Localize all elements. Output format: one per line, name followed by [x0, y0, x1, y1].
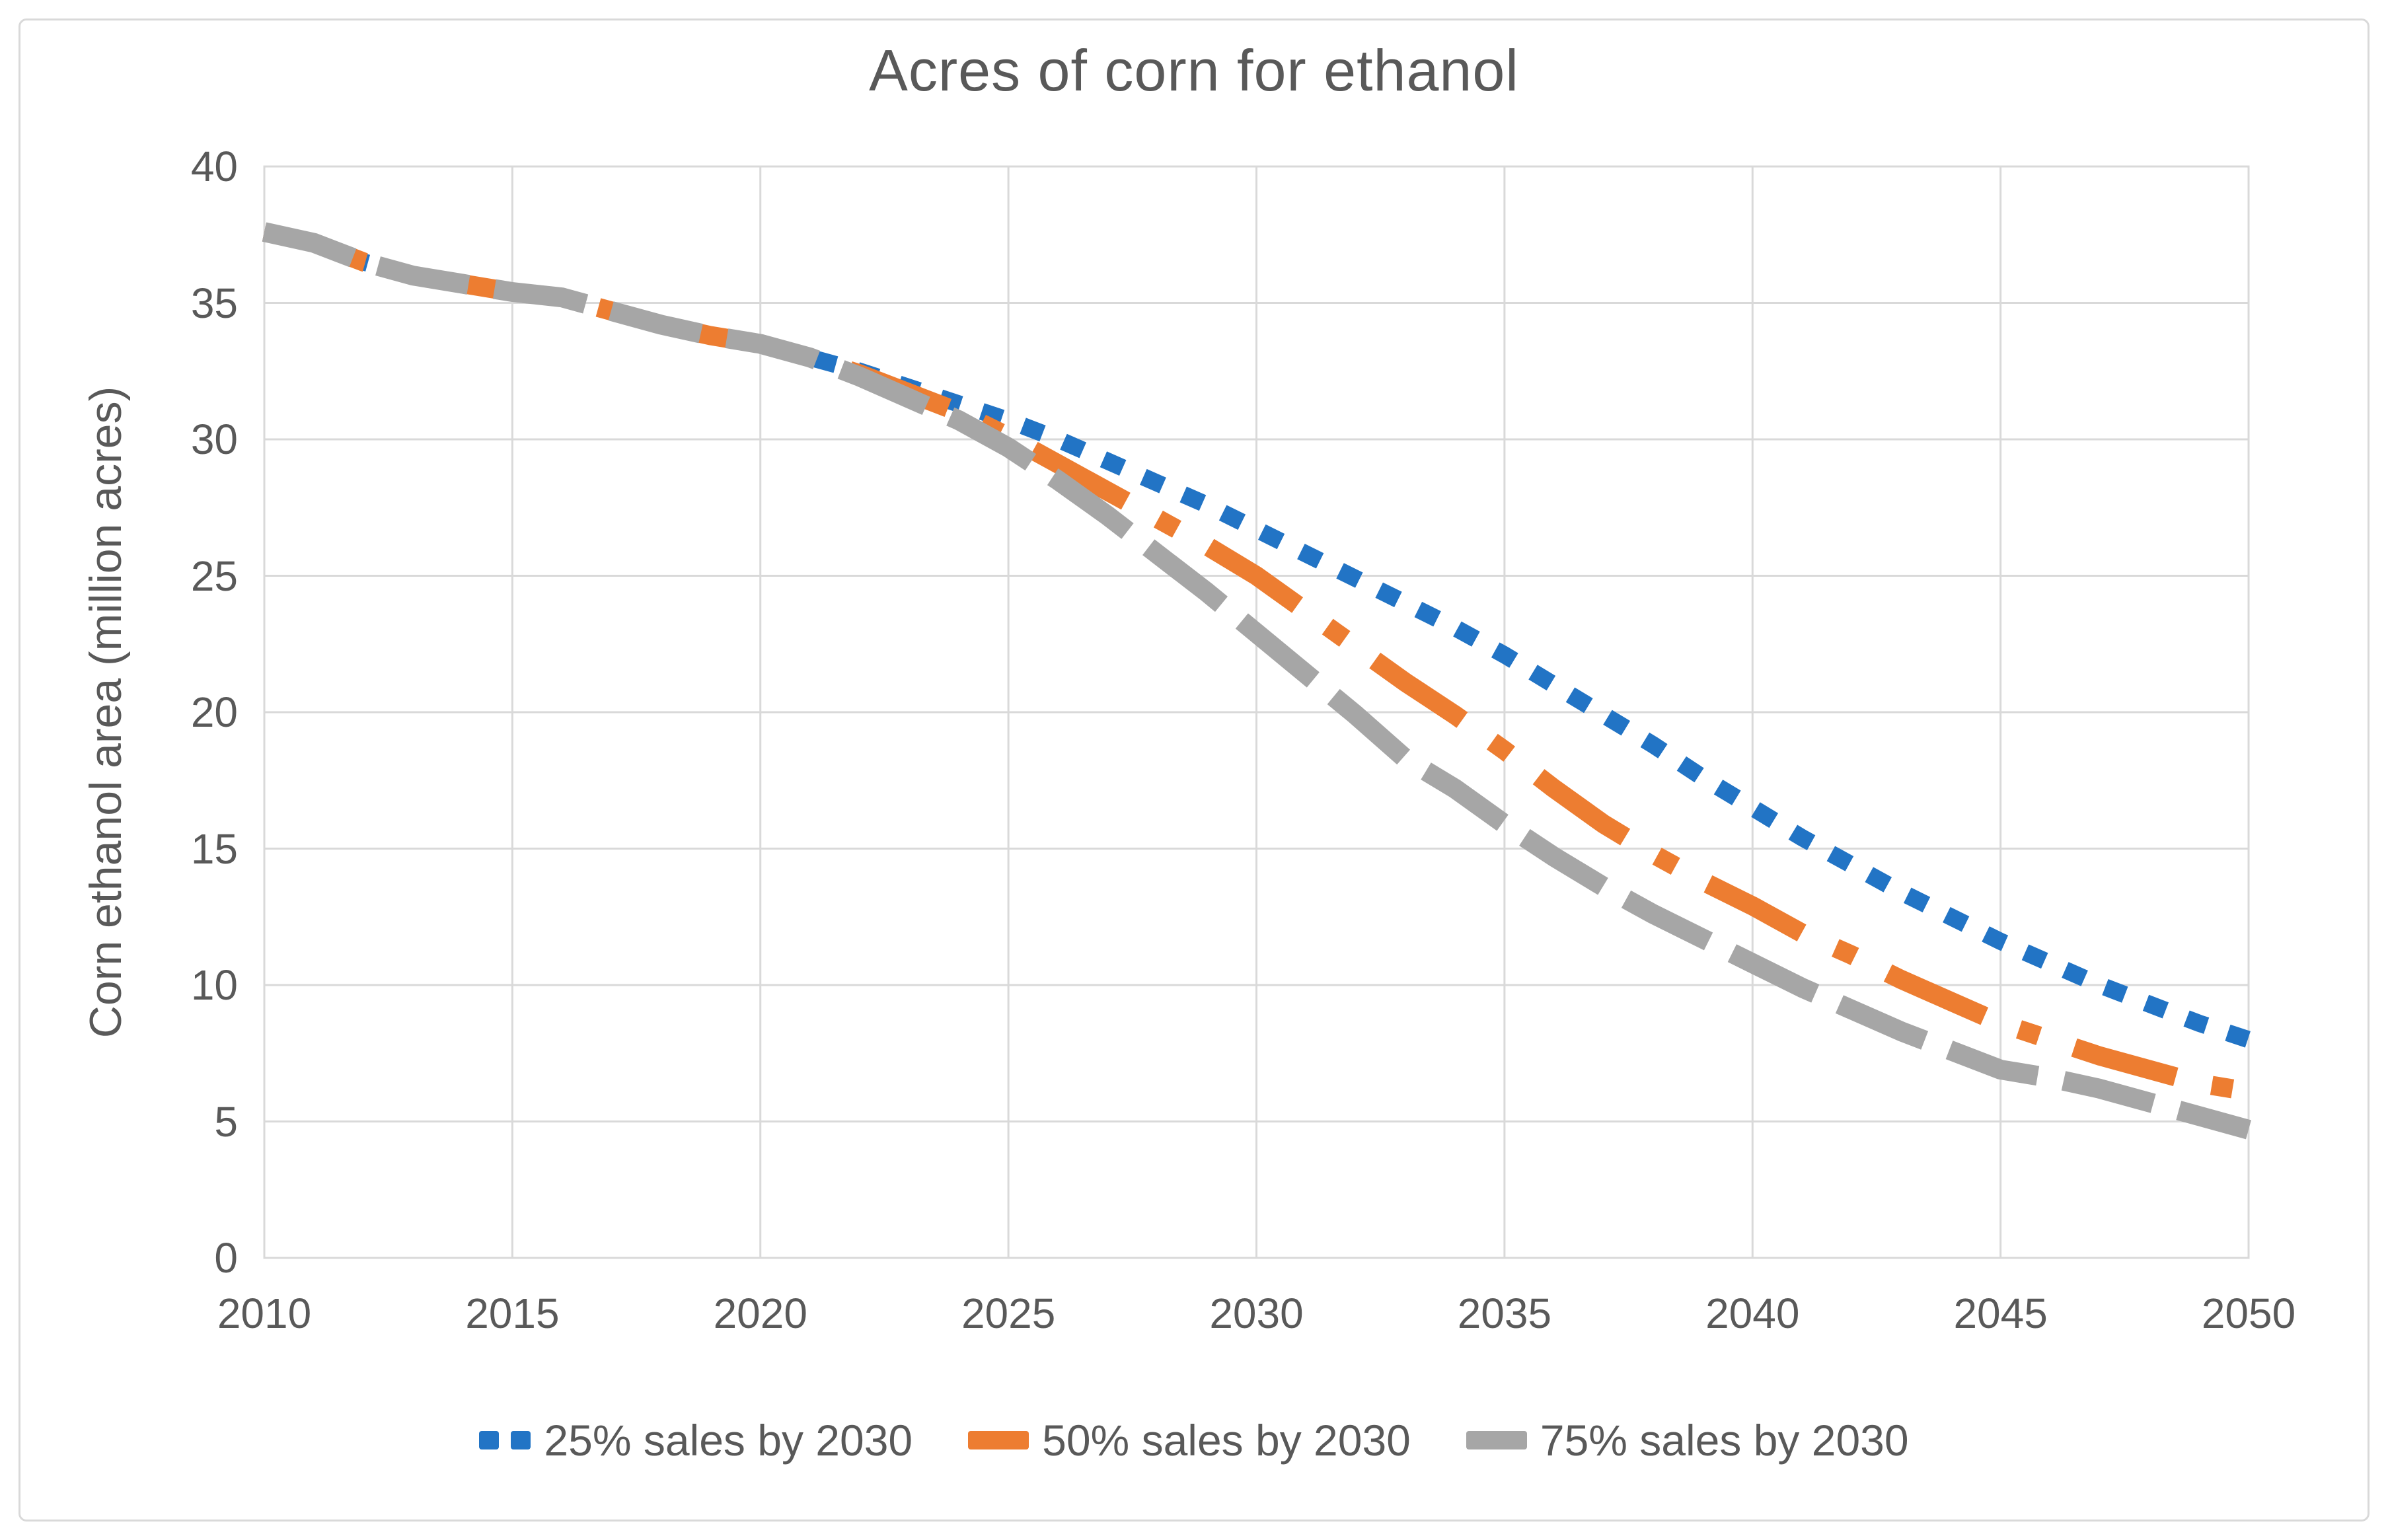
- y-tick-label: 20: [190, 688, 238, 736]
- plot-border: [263, 165, 2250, 1259]
- gridlines: [263, 165, 2250, 1259]
- series-line-1: [262, 222, 2251, 1101]
- y-tick-label: 25: [190, 552, 238, 600]
- legend-item-0: 25% sales by 2030: [479, 1415, 913, 1465]
- legend-marker-1: [968, 1431, 1029, 1449]
- x-tick-label: 2015: [465, 1290, 560, 1337]
- legend-dash-sample: [968, 1431, 1029, 1449]
- x-tick-label: 2045: [1953, 1290, 2048, 1337]
- x-tick-label: 2010: [217, 1290, 312, 1337]
- legend-item-label: 75% sales by 2030: [1540, 1416, 1909, 1465]
- x-tick-label: 2030: [1209, 1290, 1304, 1337]
- y-tick-label: 35: [190, 279, 238, 327]
- x-tick-label: 2040: [1705, 1290, 1800, 1337]
- x-tick-label: 2050: [2201, 1290, 2296, 1337]
- x-tick-label: 2020: [713, 1290, 807, 1337]
- legend-dash-sample: [1466, 1431, 1527, 1449]
- y-tick-label: 5: [214, 1097, 238, 1146]
- legend: 25% sales by 2030 50% sales by 2030 75% sa…: [0, 1415, 2388, 1465]
- x-tick-label: 2035: [1457, 1290, 1552, 1337]
- legend-item-1: 50% sales by 2030: [968, 1415, 1411, 1465]
- y-tick-label: 30: [190, 416, 238, 463]
- legend-dash-sample: [511, 1431, 531, 1449]
- series-line-2: [262, 222, 2251, 1140]
- legend-item-label: 50% sales by 2030: [1042, 1416, 1411, 1465]
- y-tick-label: 15: [190, 825, 238, 873]
- legend-marker-2: [1466, 1431, 1527, 1449]
- legend-marker-0: [479, 1431, 531, 1449]
- y-tick-label: 10: [190, 961, 238, 1009]
- y-tick-label: 0: [214, 1234, 238, 1282]
- legend-dash-sample: [479, 1431, 500, 1449]
- y-tick-label: 40: [190, 143, 238, 190]
- legend-item-2: 75% sales by 2030: [1466, 1415, 1909, 1465]
- legend-item-label: 25% sales by 2030: [544, 1416, 913, 1465]
- chart-title: Acres of corn for ethanol: [869, 38, 1519, 103]
- series-line-0: [262, 223, 2252, 1048]
- x-tick-label: 2025: [961, 1290, 1056, 1337]
